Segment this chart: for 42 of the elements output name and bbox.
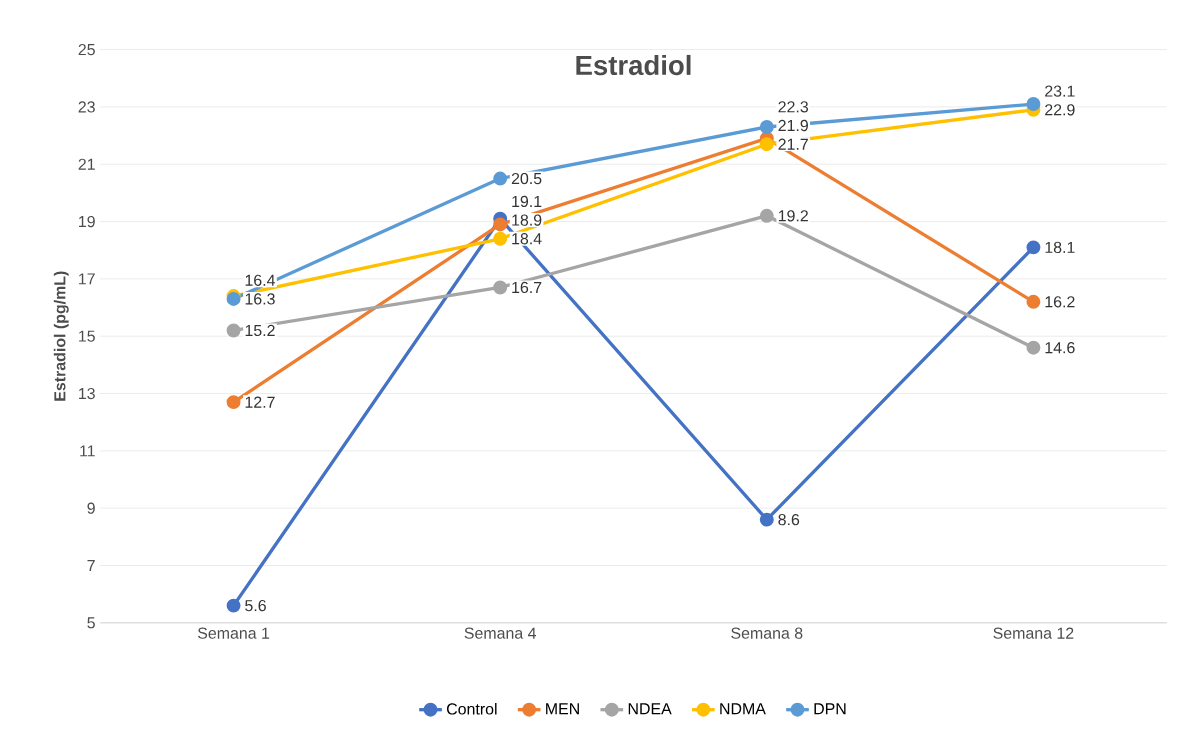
data-label: 21.9 bbox=[778, 119, 808, 132]
y-tick-label: 25 bbox=[78, 43, 95, 56]
legend-label: MEN bbox=[546, 703, 579, 715]
data-label: 12.7 bbox=[245, 396, 275, 408]
data-label: 16.4 bbox=[245, 274, 275, 286]
data-label: 22.9 bbox=[1045, 104, 1075, 116]
chart-title: Estradiol bbox=[576, 54, 691, 76]
y-axis-title: Estradiol (pg/mL) bbox=[53, 271, 69, 401]
y-tick-label: 17 bbox=[79, 273, 95, 285]
data-label: 14.6 bbox=[1045, 342, 1075, 354]
data-label: 18.1 bbox=[1045, 241, 1075, 253]
y-tick-label: 9 bbox=[87, 502, 95, 514]
x-tick-label: Semana 4 bbox=[464, 627, 537, 639]
x-tick-label: Semana 8 bbox=[731, 627, 803, 639]
y-tick-label: 5 bbox=[87, 617, 95, 629]
y-tick-label: 19 bbox=[79, 215, 95, 228]
data-label: 19.2 bbox=[778, 210, 808, 222]
y-tick-label: 7 bbox=[87, 559, 95, 571]
data-label: 16.2 bbox=[1045, 296, 1075, 308]
legend-label: Control bbox=[446, 702, 497, 715]
x-tick-label: Semana 1 bbox=[197, 627, 270, 639]
data-label: 16.7 bbox=[512, 281, 542, 294]
data-label: 15.2 bbox=[245, 324, 275, 337]
data-label: 23.1 bbox=[1045, 85, 1075, 97]
data-label: 21.7 bbox=[778, 138, 808, 150]
y-tick-label: 11 bbox=[80, 445, 95, 457]
data-label: 16.3 bbox=[245, 293, 275, 305]
data-label: 22.3 bbox=[778, 101, 809, 113]
y-tick-label: 15 bbox=[79, 330, 95, 342]
y-tick-label: 23 bbox=[78, 101, 95, 113]
data-label: 20.5 bbox=[511, 172, 542, 185]
data-label: 5.6 bbox=[245, 599, 266, 612]
legend-label: NDEA bbox=[628, 703, 672, 715]
data-label: 19.1 bbox=[512, 195, 542, 208]
data-label: 18.4 bbox=[512, 233, 542, 245]
data-label: 18.9 bbox=[512, 214, 542, 226]
legend-label: NDMA bbox=[720, 703, 766, 715]
x-tick-label: Semana 12 bbox=[993, 627, 1074, 639]
legend-label: DPN bbox=[814, 703, 846, 715]
y-tick-label: 13 bbox=[79, 387, 95, 400]
y-tick-label: 21 bbox=[78, 158, 95, 170]
data-label: 8.6 bbox=[778, 513, 800, 526]
